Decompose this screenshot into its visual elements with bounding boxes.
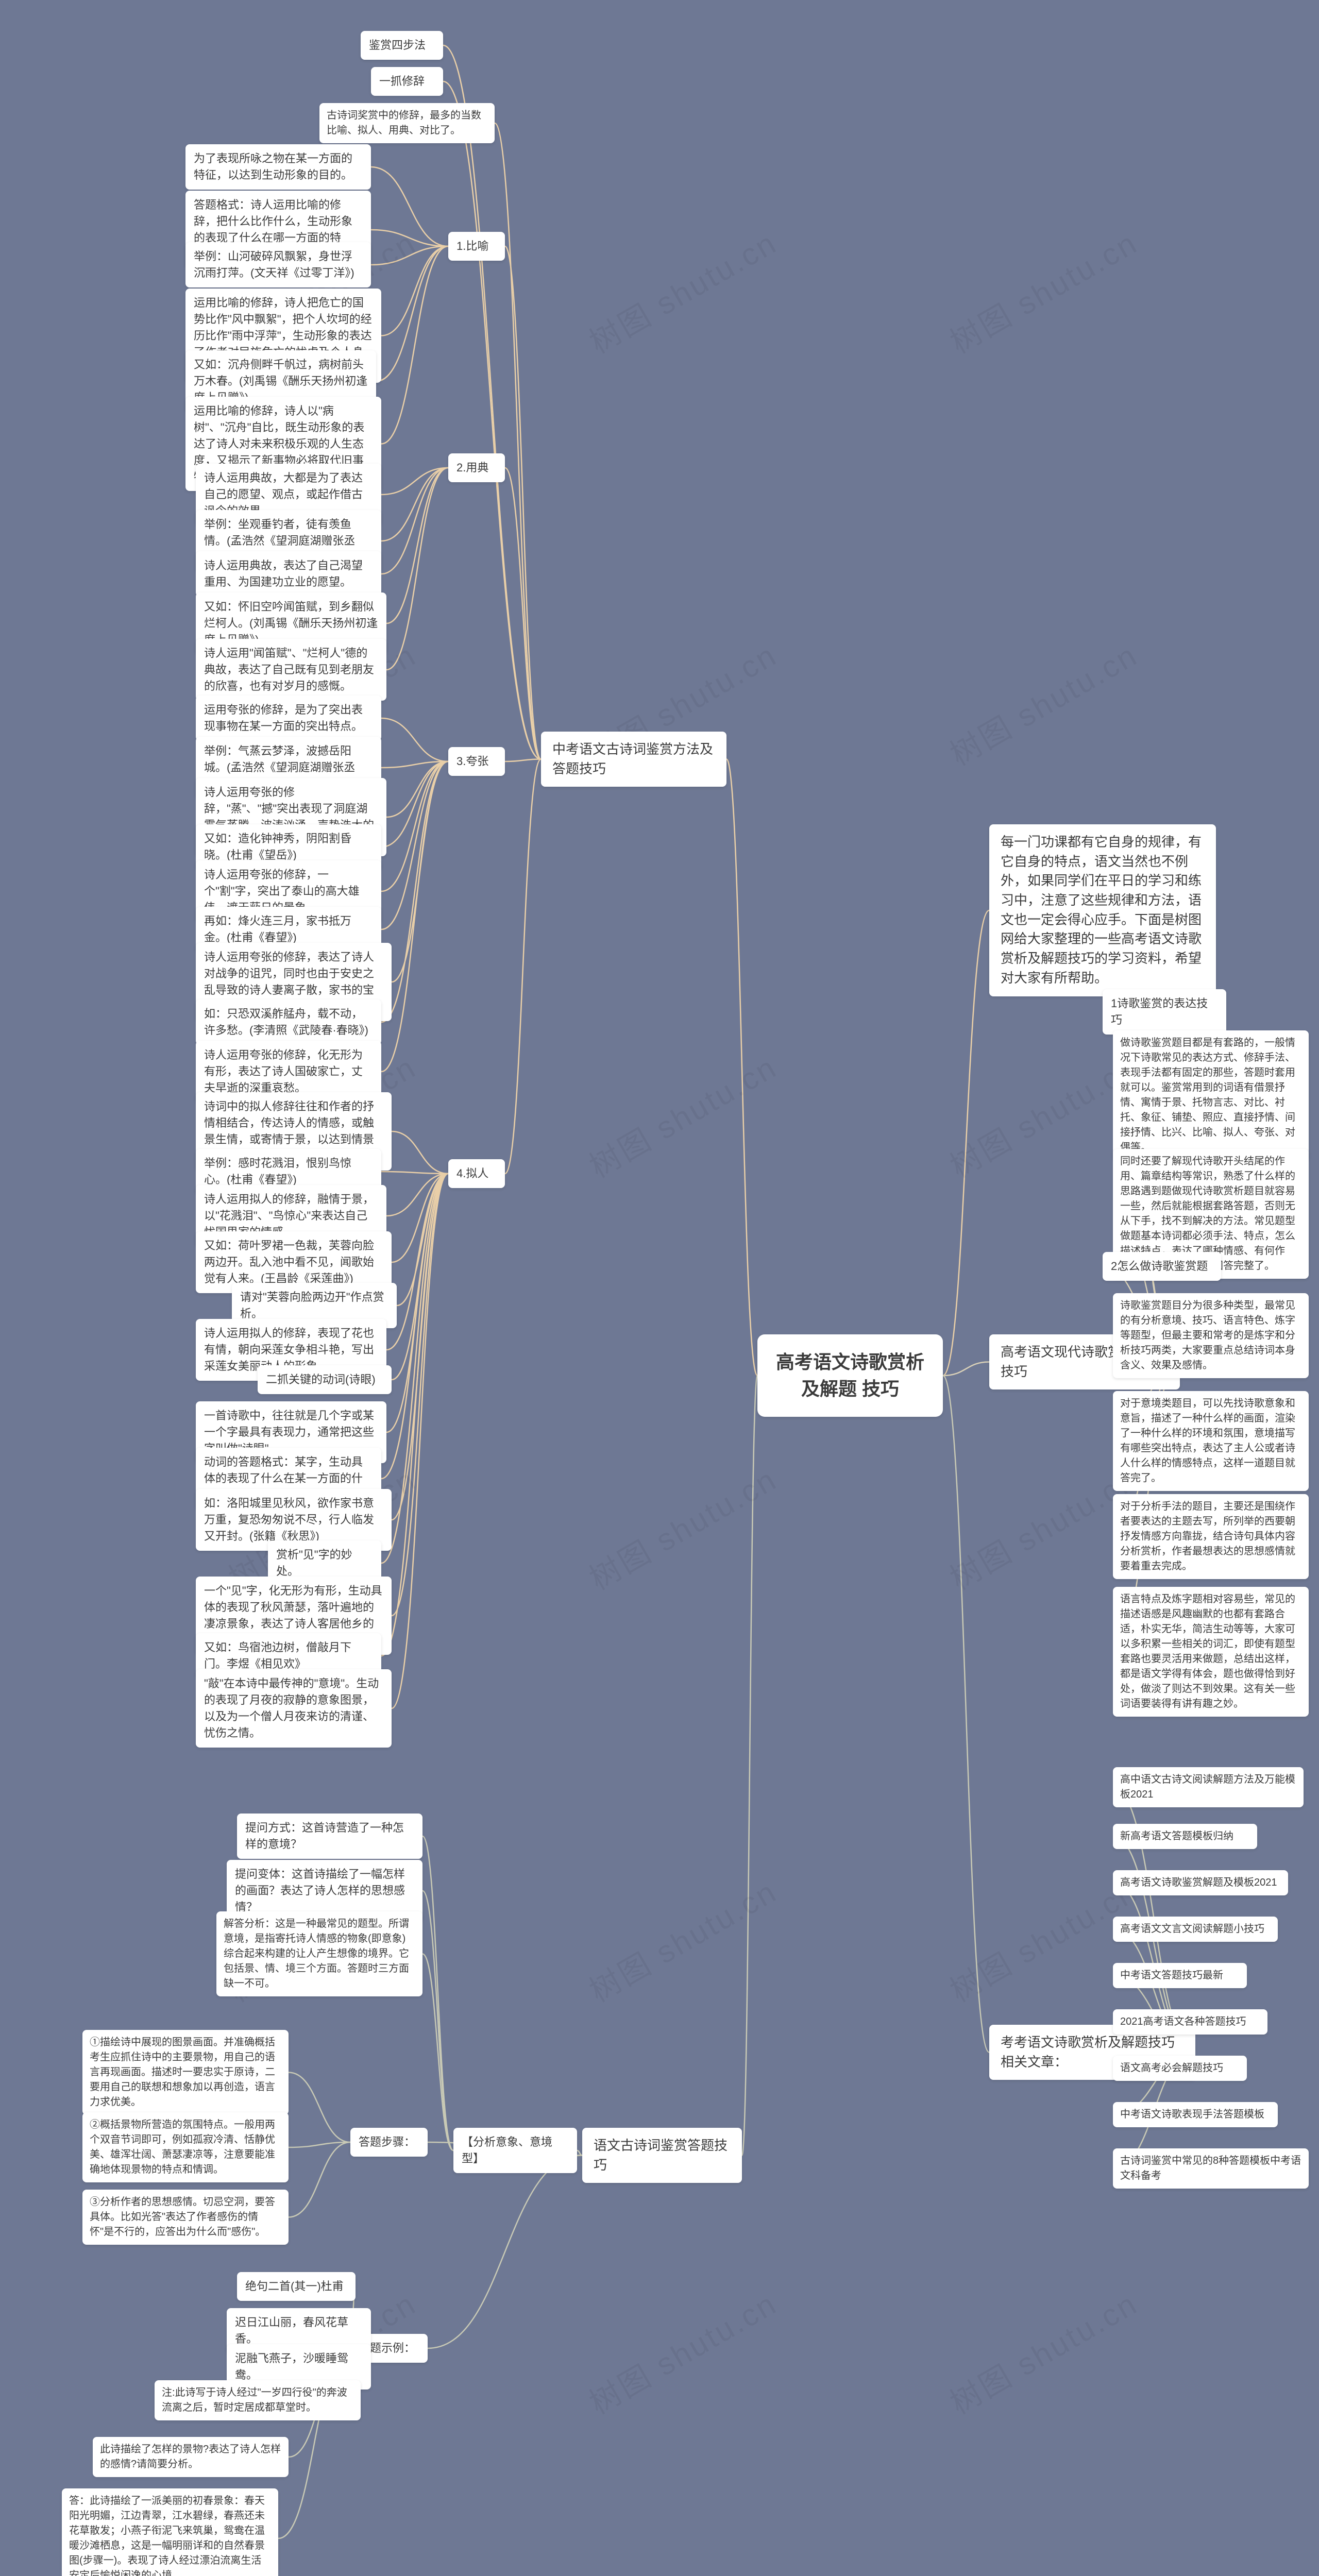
mindmap-leaf: ③分析作者的思想感情。切忌空洞，要答具体。比如光答"表达了作者感伤的情怀"是不行… <box>82 2190 289 2245</box>
mindmap-leaf: ②概括景物所营造的氛围特点。一般用两个双音节词即可，例如孤寂冷清、恬静优美、雄浑… <box>82 2112 289 2182</box>
mindmap-leaf: 2021高考语文各种答题技巧 <box>1113 2009 1267 2035</box>
mindmap-leaf: 如：只恐双溪舴艋舟，载不动，许多愁。(李清照《武陵春·春晓》) <box>196 999 381 1045</box>
mindmap-leaf: 诗歌鉴赏题目分为很多种类型，最常见的有分析意境、技巧、语言特色、炼字等题型，但最… <box>1113 1293 1309 1378</box>
mindmap-root: 高考语文诗歌赏析及解题 技巧 <box>757 1334 943 1417</box>
mindmap-subnode: 古诗词奖赏中的修辞，最多的当数比喻、拟人、用典、对比了。 <box>319 103 495 143</box>
watermark: 树图 shutu.cn <box>580 218 784 362</box>
mindmap-subnode: 2.用典 <box>448 453 505 482</box>
mindmap-leaf: 语言特点及炼字题相对容易些，常见的描述语感是风趣幽默的也都有套路合适，朴实无华，… <box>1113 1587 1309 1717</box>
watermark: 树图 shutu.cn <box>941 631 1145 774</box>
mindmap-leaf: 运用夸张的修辞，是为了突出表现事物在某一方面的突出特点。 <box>196 696 381 741</box>
mindmap-leaf: 中考语文诗歌表现手法答题模板 <box>1113 2102 1278 2127</box>
mindmap-branch: 中考语文古诗词鉴赏方法及答题技巧 <box>541 732 726 787</box>
mindmap-leaf: 高中语文古诗文阅读解题方法及万能模板2021 <box>1113 1767 1304 1807</box>
mindmap-leaf: 古诗词鉴赏中常见的8种答题模板中考语文科备考 <box>1113 2148 1309 2189</box>
mindmap-leaf: 高考语文文言文阅读解题小技巧 <box>1113 1917 1278 1942</box>
mindmap-leaf: 为了表现所咏之物在某一方面的特征，以达到生动形象的目的。 <box>185 144 371 190</box>
mindmap-leaf: 二抓关键的动词(诗眼) <box>258 1365 392 1394</box>
mindmap-leaf: 语文高考必会解题技巧 <box>1113 2056 1247 2081</box>
watermark: 树图 shutu.cn <box>580 1455 784 1599</box>
mindmap-leaf: 提问方式：这首诗营造了一种怎样的意境？ <box>237 1814 422 1859</box>
mindmap-leaf: 诗人运用典故，表达了自己渴望重用、为国建功立业的愿望。 <box>196 551 381 597</box>
mindmap-leaf: 答：此诗描绘了一派美丽的初春景象：春天阳光明媚，江边青翠，江水碧绿，春燕还未花草… <box>62 2488 278 2576</box>
mindmap-subnode: 4.拟人 <box>448 1159 505 1188</box>
mindmap-canvas: 树图 shutu.cn 树图 shutu.cn 树图 shutu.cn 树图 shut… <box>0 0 1319 2576</box>
mindmap-branch: 语文古诗词鉴赏答题技巧 <box>582 2128 742 2183</box>
mindmap-leaf: ①描绘诗中展现的图景画面。并准确概括考生应抓住诗中的主要景物，用自己的语言再现画… <box>82 2030 289 2115</box>
mindmap-leaf: 新高考语文答题模板归纳 <box>1113 1824 1257 1849</box>
mindmap-leaf: 对于意境类题目，可以先找诗歌意象和意旨，描述了一种什么样的画面，渲染了一种什么样… <box>1113 1391 1309 1491</box>
mindmap-subnode: 答题步骤： <box>350 2128 428 2157</box>
watermark: 树图 shutu.cn <box>580 1867 784 2011</box>
mindmap-leaf: 高考语文诗歌鉴赏解题及模板2021 <box>1113 1870 1288 1895</box>
mindmap-subnode: 鉴赏四步法 <box>361 31 443 60</box>
mindmap-leaf: 中考语文答题技巧最新 <box>1113 1963 1247 1988</box>
mindmap-leaf: 解答分析：这是一种最常见的题型。所谓意境，是指寄托诗人情感的物象(即意象)综合起… <box>216 1911 422 1996</box>
mindmap-subnode: 1.比喻 <box>448 232 505 261</box>
watermark: 树图 shutu.cn <box>580 1043 784 1187</box>
mindmap-leaf: 1诗歌鉴赏的表达技巧 <box>1103 989 1226 1035</box>
watermark: 树图 shutu.cn <box>580 2279 784 2423</box>
mindmap-leaf: 此诗描绘了怎样的景物?表达了诗人怎样的感情?请简要分析。 <box>93 2437 289 2477</box>
mindmap-leaf: 2怎么做诗歌鉴赏题 <box>1103 1252 1221 1281</box>
mindmap-leaf: "敲"在本诗中最传神的"意境"。生动的表现了月夜的寂静的意象图景，以及为一个僧人… <box>196 1669 392 1748</box>
mindmap-branch: 每一门功课都有它自身的规律，有它自身的特点，语文当然也不例外，如果同学们在平日的… <box>989 824 1216 996</box>
mindmap-subnode: 3.夸张 <box>448 747 505 776</box>
watermark: 树图 shutu.cn <box>941 2279 1145 2423</box>
mindmap-leaf: 绝句二首(其一)杜甫 <box>237 2272 356 2301</box>
mindmap-subnode: 一抓修辞 <box>371 67 443 96</box>
mindmap-leaf: 注:此诗写于诗人经过"一岁四行役"的奔波流离之后，暂时定居成都草堂时。 <box>155 2380 361 2420</box>
mindmap-leaf: 诗人运用"闻笛赋"、"烂柯人"德的典故，表达了自己既有见到老朋友的欣喜，也有对岁… <box>196 639 386 701</box>
mindmap-subnode: 【分析意象、意境型】 <box>453 2128 577 2173</box>
mindmap-leaf: 举例：山河破碎风飘絮，身世浮沉雨打萍。(文天祥《过零丁洋》) <box>185 242 371 287</box>
mindmap-leaf: 做诗歌鉴赏题目都是有套路的，一般情况下诗歌常见的表达方式、修辞手法、表现手法都有… <box>1113 1030 1309 1160</box>
mindmap-leaf: 对于分析手法的题目，主要还是围绕作者要表达的主题去写，所列举的西要朝抒发情感方向… <box>1113 1494 1309 1579</box>
watermark: 树图 shutu.cn <box>941 218 1145 362</box>
